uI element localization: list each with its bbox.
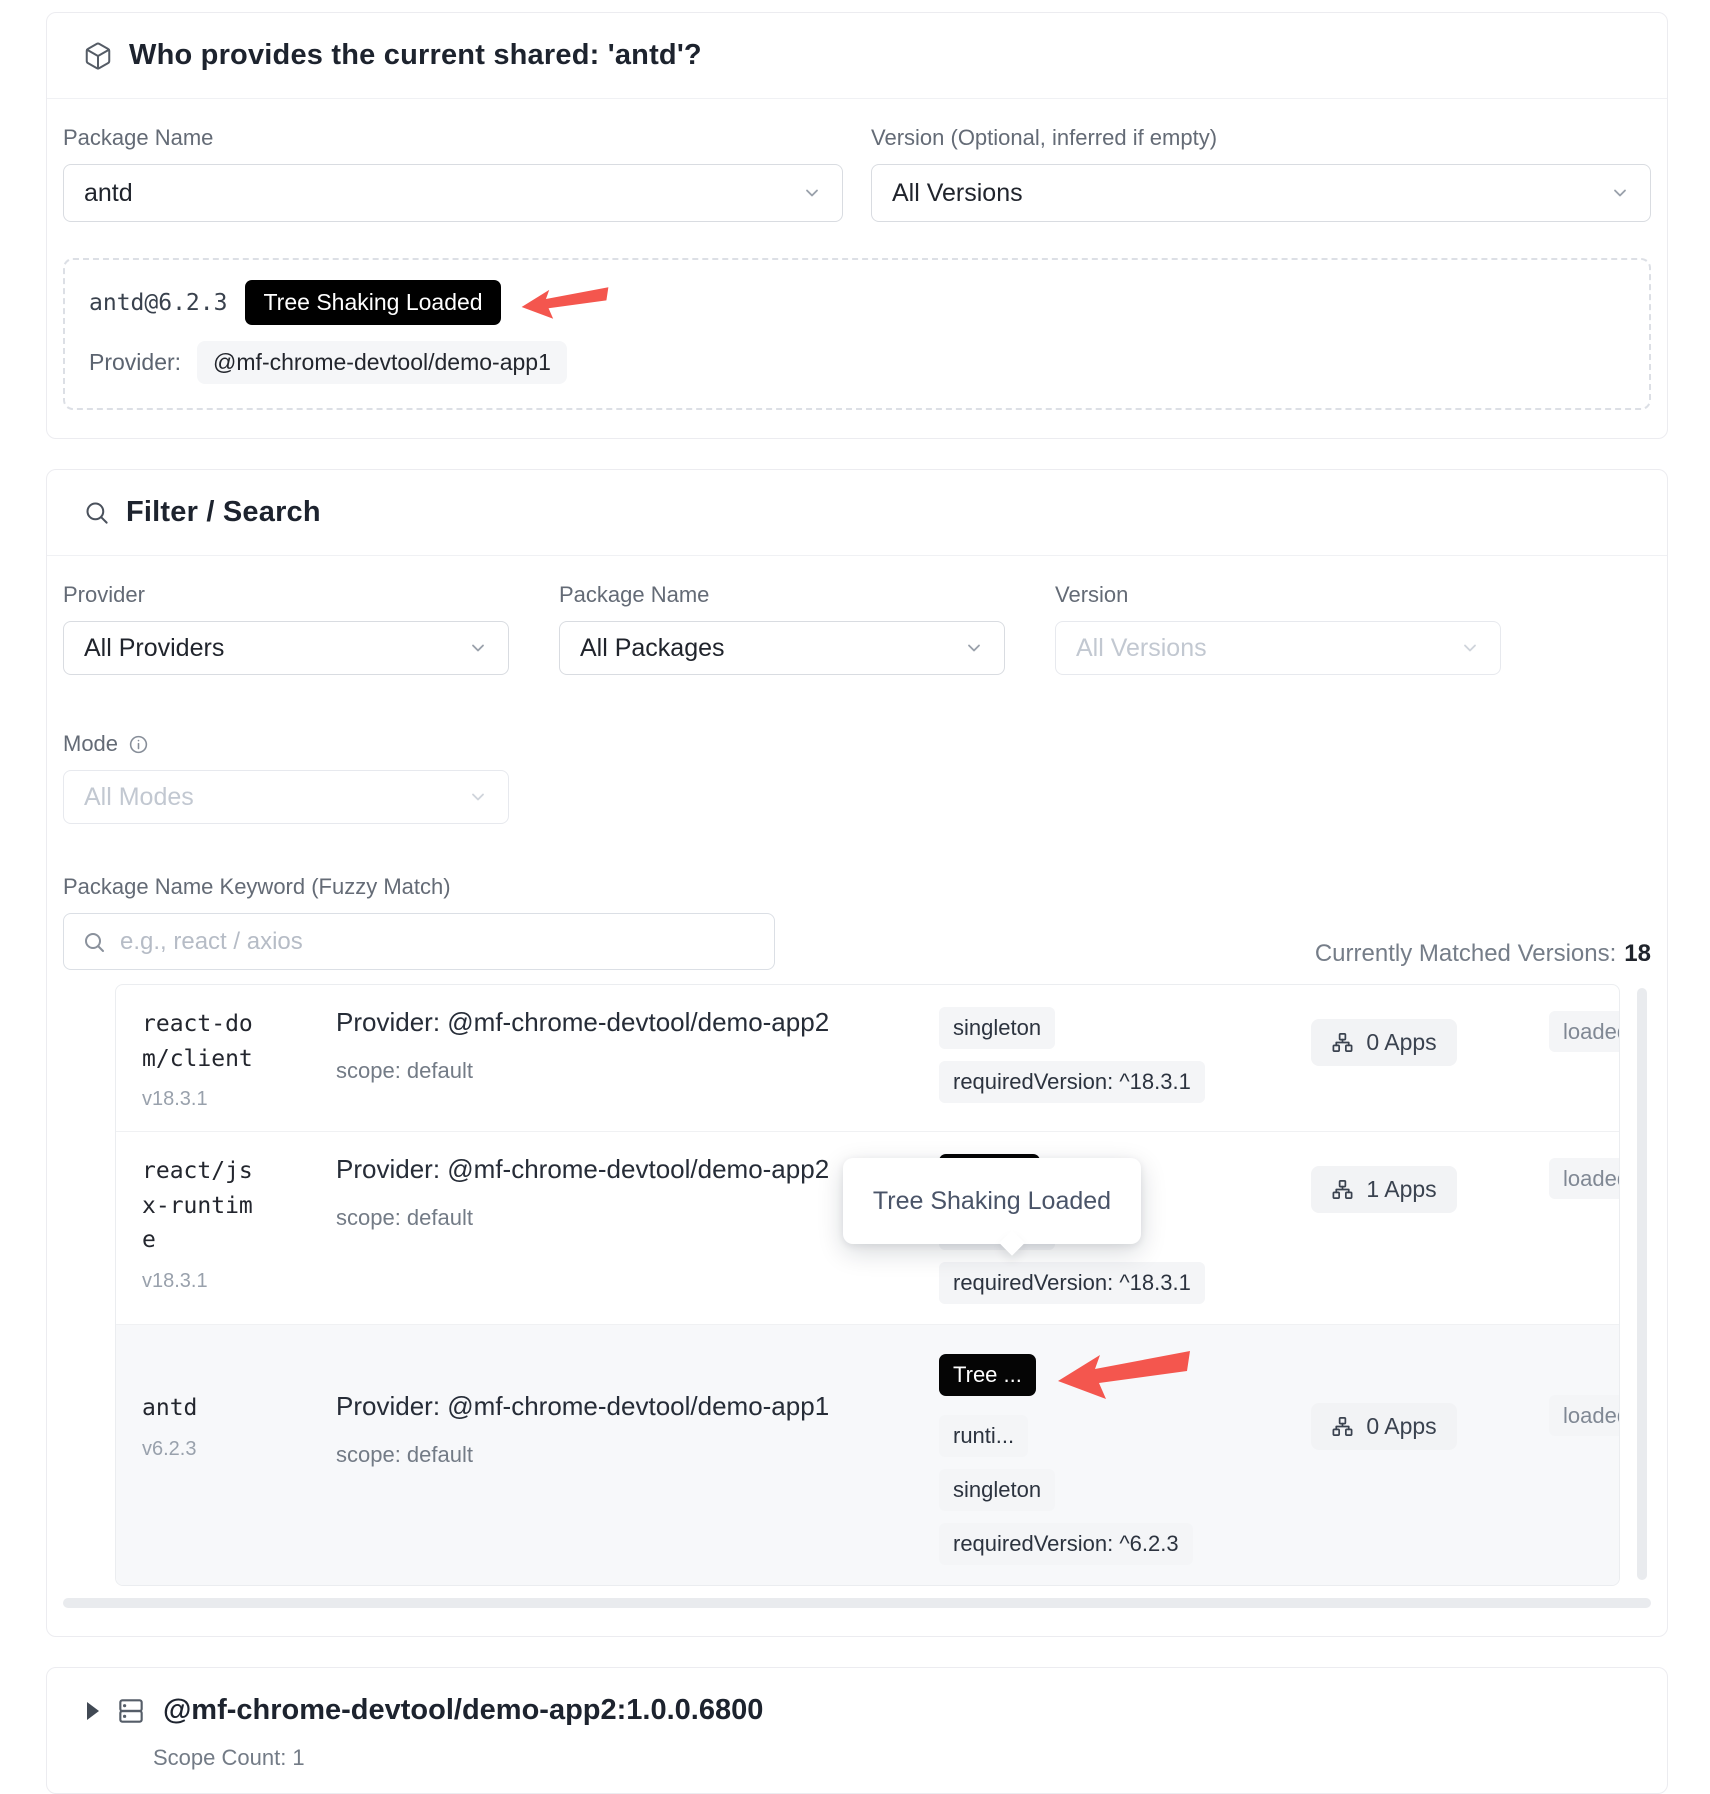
- scope-count-text: Scope Count: 1: [153, 1745, 305, 1770]
- required-version-tag: requiredVersion: ^18.3.1: [939, 1262, 1205, 1304]
- filter-package-select[interactable]: All Packages: [559, 621, 1005, 675]
- package-name-cell: react/jsx-runtime: [142, 1158, 253, 1253]
- package-version-cell: v18.3.1: [142, 1088, 208, 1110]
- row-scope-text: scope: default: [336, 1205, 473, 1230]
- filter-version-value: All Versions: [1076, 633, 1207, 662]
- chevron-down-icon: [1460, 638, 1480, 658]
- info-icon[interactable]: [128, 734, 149, 755]
- tree-shaking-tooltip: Tree Shaking Loaded: [843, 1158, 1141, 1256]
- annotation-arrow-icon: [1054, 1347, 1194, 1403]
- chevron-down-icon: [468, 787, 488, 807]
- apps-button[interactable]: 1 Apps: [1311, 1166, 1457, 1213]
- filter-search-card: Filter / Search Provider All Providers P…: [46, 469, 1668, 1637]
- row-provider-text: Provider: @mf-chrome-devtool/demo-app2: [336, 1007, 830, 1037]
- shared-table-zone: react-dom/client v18.3.1 Provider: @mf-c…: [63, 984, 1651, 1608]
- apps-count-label: 0 Apps: [1366, 1413, 1437, 1439]
- shared-result-box: antd@6.2.3 Tree Shaking Loaded Provider:…: [63, 258, 1651, 410]
- filter-search-header: Filter / Search: [47, 470, 1667, 556]
- apps-button[interactable]: 0 Apps: [1311, 1403, 1457, 1450]
- matched-versions-label: Currently Matched Versions:: [1314, 940, 1617, 967]
- keyword-label: Package Name Keyword (Fuzzy Match): [63, 874, 451, 899]
- row-provider-text: Provider: @mf-chrome-devtool/demo-app1: [336, 1391, 830, 1421]
- vertical-scrollbar[interactable]: [1637, 988, 1647, 1580]
- table-row[interactable]: react-dom/client v18.3.1 Provider: @mf-c…: [116, 985, 1619, 1131]
- app-group-panel: @mf-chrome-devtool/demo-app2:1.0.0.6800 …: [46, 1667, 1668, 1794]
- mode-label: Mode: [63, 731, 119, 756]
- required-version-tag: requiredVersion: ^18.3.1: [939, 1061, 1205, 1103]
- apps-button[interactable]: 0 Apps: [1311, 1019, 1457, 1066]
- annotation-arrow-icon: [519, 283, 611, 323]
- package-name-select[interactable]: antd: [63, 164, 843, 222]
- result-package-version: antd@6.2.3: [89, 289, 228, 316]
- filter-version-select[interactable]: All Versions: [1055, 621, 1501, 675]
- loaded-tag: loaded: [1549, 1395, 1619, 1436]
- tooltip-text: Tree Shaking Loaded: [872, 1186, 1112, 1215]
- shared-table: react-dom/client v18.3.1 Provider: @mf-c…: [115, 984, 1620, 1586]
- row-provider-text: Provider: @mf-chrome-devtool/demo-app2: [336, 1154, 830, 1184]
- chevron-down-icon: [1610, 183, 1630, 203]
- package-name-label: Package Name: [63, 125, 214, 150]
- apartment-icon: [1331, 1178, 1354, 1201]
- chevron-down-icon: [964, 638, 984, 658]
- package-box-icon: [83, 41, 113, 71]
- keyword-search-input[interactable]: [120, 927, 756, 956]
- shared-provider-body: Package Name antd Version (Optional, inf…: [47, 99, 1667, 438]
- mode-select-value: All Modes: [84, 782, 194, 811]
- apps-count-label: 0 Apps: [1366, 1029, 1437, 1055]
- package-name-select-value: antd: [84, 178, 133, 207]
- matched-versions-count: 18: [1624, 940, 1651, 967]
- filter-provider-select[interactable]: All Providers: [63, 621, 509, 675]
- loaded-tag: loaded: [1549, 1011, 1619, 1052]
- row-scope-text: scope: default: [336, 1058, 473, 1083]
- filter-provider-value: All Providers: [84, 633, 225, 662]
- page-title: Who provides the current shared: 'antd'?: [129, 39, 702, 71]
- apartment-icon: [1331, 1415, 1354, 1438]
- required-version-tag: requiredVersion: ^6.2.3: [939, 1523, 1193, 1565]
- chevron-down-icon: [468, 638, 488, 658]
- database-icon: [115, 1695, 147, 1727]
- filter-provider-label: Provider: [63, 582, 145, 607]
- singleton-tag: singleton: [939, 1007, 1056, 1049]
- package-name-cell: antd: [142, 1395, 198, 1421]
- table-row[interactable]: antd v6.2.3 Provider: @mf-chrome-devtool…: [116, 1324, 1619, 1585]
- version-label: Version (Optional, inferred if empty): [871, 125, 1218, 150]
- horizontal-scrollbar[interactable]: [63, 1598, 1651, 1608]
- keyword-search-box: [63, 913, 775, 970]
- package-version-cell: v18.3.1: [142, 1269, 208, 1292]
- search-icon: [82, 930, 106, 954]
- expand-caret-icon[interactable]: [87, 1701, 99, 1720]
- result-provider-label: Provider:: [89, 349, 182, 375]
- mode-select[interactable]: All Modes: [63, 770, 509, 824]
- package-version-cell: v6.2.3: [142, 1437, 197, 1460]
- package-name-cell: react-dom/client: [142, 1011, 253, 1072]
- filter-package-value: All Packages: [580, 633, 725, 662]
- filter-search-title: Filter / Search: [126, 496, 321, 528]
- filter-version-label: Version: [1055, 582, 1129, 607]
- tree-shaking-loaded-badge: Tree Shaking Loaded: [245, 280, 501, 325]
- tree-shaking-badge-truncated[interactable]: Tree ...: [939, 1354, 1036, 1396]
- row-scope-text: scope: default: [336, 1442, 473, 1467]
- version-select[interactable]: All Versions: [871, 164, 1651, 222]
- runtime-tag-truncated: runti...: [939, 1415, 1029, 1457]
- singleton-tag: singleton: [939, 1469, 1056, 1511]
- apartment-icon: [1331, 1031, 1354, 1054]
- matched-versions-counter: Currently Matched Versions: 18: [1315, 940, 1651, 970]
- search-icon: [83, 499, 110, 526]
- version-select-value: All Versions: [892, 178, 1023, 207]
- apps-count-label: 1 Apps: [1366, 1176, 1437, 1202]
- shared-provider-card: Who provides the current shared: 'antd'?…: [46, 12, 1668, 439]
- chevron-down-icon: [802, 183, 822, 203]
- filter-package-label: Package Name: [559, 582, 710, 607]
- shared-provider-header: Who provides the current shared: 'antd'?: [47, 13, 1667, 99]
- loaded-tag: loaded: [1549, 1158, 1619, 1199]
- filter-search-body: Provider All Providers Package Name All …: [47, 556, 1667, 1636]
- result-provider-tag[interactable]: @mf-chrome-devtool/demo-app1: [197, 341, 567, 384]
- app-group-title[interactable]: @mf-chrome-devtool/demo-app2:1.0.0.6800: [163, 1694, 764, 1726]
